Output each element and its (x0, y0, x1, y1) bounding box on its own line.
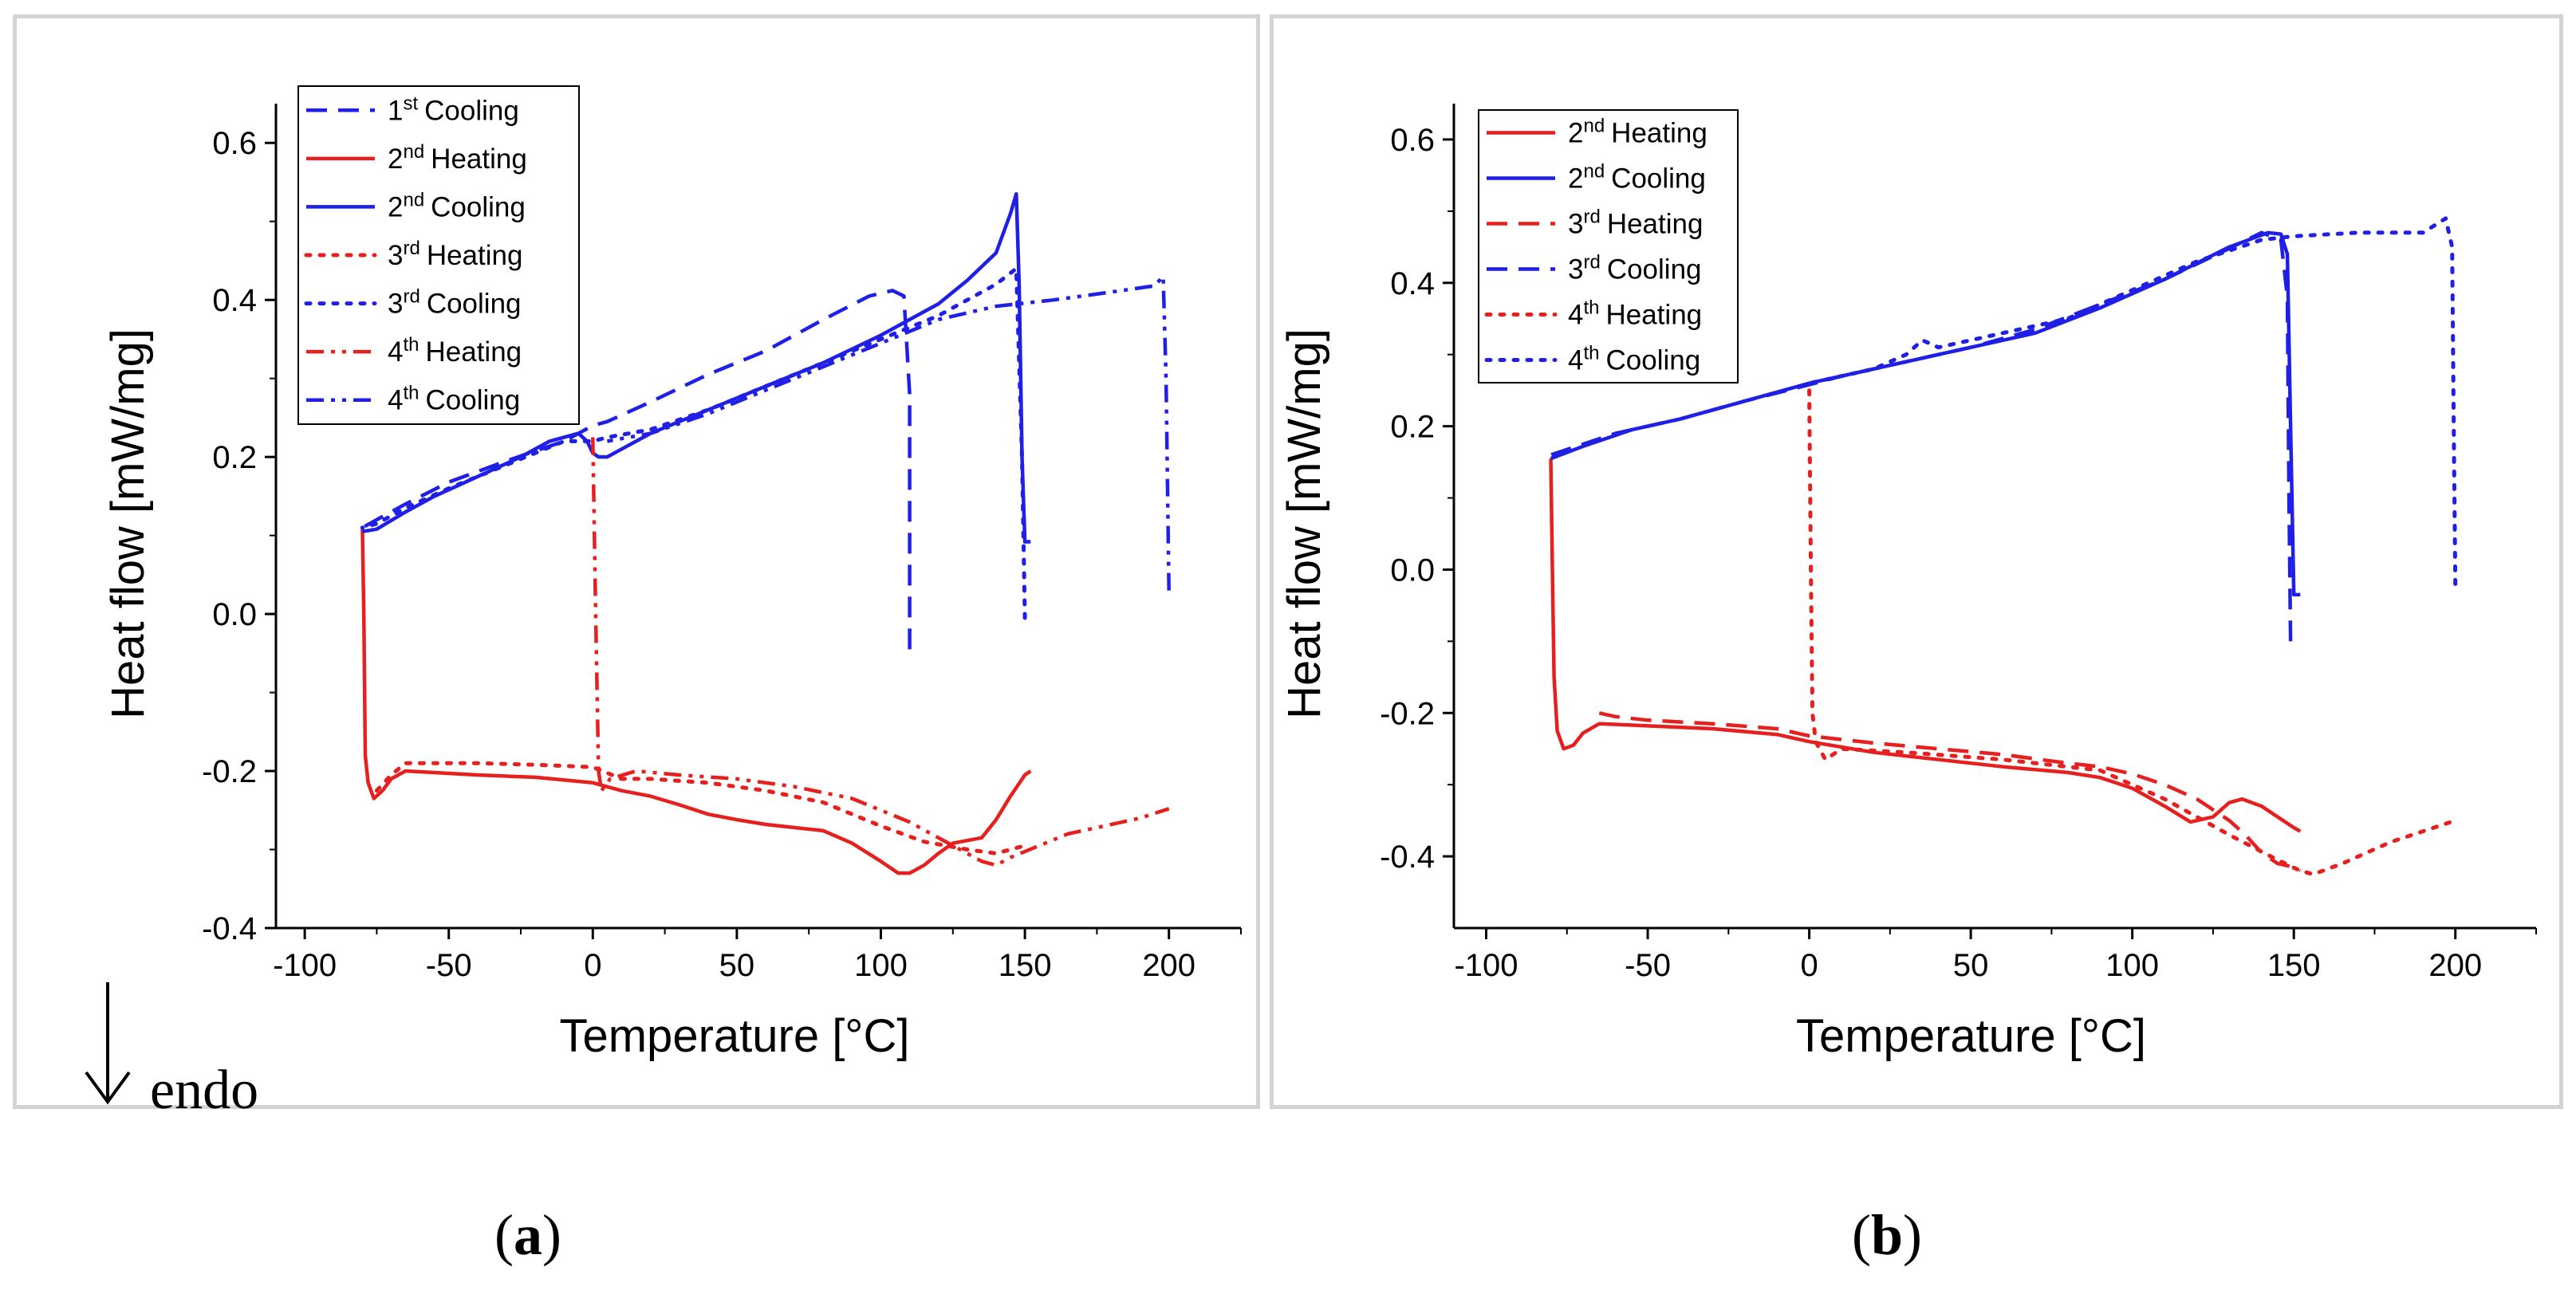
legend-entry: 4th Heating (388, 334, 522, 368)
y-tick-label: 0.6 (1390, 123, 1435, 158)
series-line-3 (1598, 711, 2302, 873)
legend-entry: 3rd Heating (1568, 206, 1703, 240)
y-tick-label: 0.6 (212, 126, 257, 161)
series-line-4 (374, 761, 1027, 855)
x-tick-label: 150 (2267, 948, 2321, 983)
series-line-6 (591, 437, 1170, 867)
legend-entry: 2nd Cooling (1568, 161, 1706, 195)
x-axis-label: Temperature [°C] (1796, 1010, 2146, 1062)
legend: 1st Cooling 2nd Heating 2nd Cooling 3rd Heating… (297, 85, 580, 425)
legend-entry: 3rd Heating (388, 238, 522, 271)
legend-box (1478, 109, 1739, 383)
y-tick-label: 0.2 (212, 440, 257, 475)
endo-annotation: endo (85, 982, 258, 1121)
series-line-6 (1807, 216, 2458, 586)
x-tick-label: -100 (1454, 948, 1518, 983)
x-tick-label: 50 (719, 948, 755, 983)
legend-entry: 3rd Cooling (1568, 252, 1702, 285)
x-tick-label: 0 (1800, 948, 1818, 983)
series-line-1 (1549, 458, 2302, 833)
y-tick-label: 0.4 (212, 283, 257, 318)
x-tick-label: -50 (426, 948, 472, 983)
endo-arrowhead (85, 1071, 131, 1105)
caption-a: (a) (494, 1203, 561, 1267)
series-line-2 (360, 527, 1032, 875)
x-axis-label: Temperature [°C] (559, 1010, 909, 1062)
caption-b: (b) (1852, 1203, 1923, 1267)
legend-entry: 4th Cooling (1568, 343, 1700, 376)
x-tick-label: 50 (1953, 948, 1989, 983)
legend-entry: 2nd Heating (1568, 116, 1707, 149)
legend-entry: 2nd Cooling (388, 189, 526, 222)
y-tick-label: 0.0 (212, 597, 257, 632)
x-tick-label: 0 (584, 948, 601, 983)
chart-b: -100 -50 0 50 100 150 200 -0.4 -0.2 0.0 0.2 0.4 0.6 T… (1278, 104, 2537, 1062)
legend-entry: 1st Cooling (388, 92, 519, 126)
legend-entry: 3rd Cooling (388, 286, 522, 320)
y-tick-label: -0.2 (202, 754, 257, 789)
series-line-5 (360, 266, 1027, 620)
endo-label: endo (150, 1060, 258, 1121)
y-tick-label: 0.0 (1390, 553, 1435, 588)
series-line-1 (361, 289, 912, 650)
x-tick-label: 200 (1142, 948, 1195, 983)
y-tick-label: -0.4 (202, 911, 257, 946)
legend-entry: 4th Cooling (388, 383, 520, 416)
y-tick-label: -0.4 (1380, 840, 1435, 875)
x-tick-label: 100 (854, 948, 908, 983)
y-tick-label: 0.2 (1390, 410, 1435, 445)
x-tick-label: 200 (2428, 948, 2482, 983)
series-line-5 (1807, 388, 2458, 877)
x-tick-label: 150 (998, 948, 1052, 983)
legend-entry: 4th Heating (1568, 297, 1702, 331)
x-tick-label: 100 (2105, 948, 2159, 983)
chart-a: -100 -50 0 50 100 150 200 -0.4 -0.2 0.0 0.2 0.4 0.6 T… (85, 85, 1242, 1121)
panel-a (13, 14, 1260, 1109)
y-tick-label: -0.2 (1380, 696, 1435, 731)
legend: 2nd Heating 2nd Cooling 3rd Heating 3rd Cooling… (1478, 109, 1739, 383)
y-tick-label: 0.4 (1390, 266, 1435, 301)
x-tick-label: -50 (1625, 948, 1671, 983)
series-line-4 (1550, 230, 2293, 642)
series-line-7 (606, 274, 1171, 591)
y-axis-label: Heat flow [mW/mg] (1278, 328, 1330, 719)
legend-entry: 2nd Heating (388, 141, 527, 175)
y-axis-label: Heat flow [mW/mg] (102, 328, 154, 719)
x-tick-label: -100 (273, 948, 337, 983)
